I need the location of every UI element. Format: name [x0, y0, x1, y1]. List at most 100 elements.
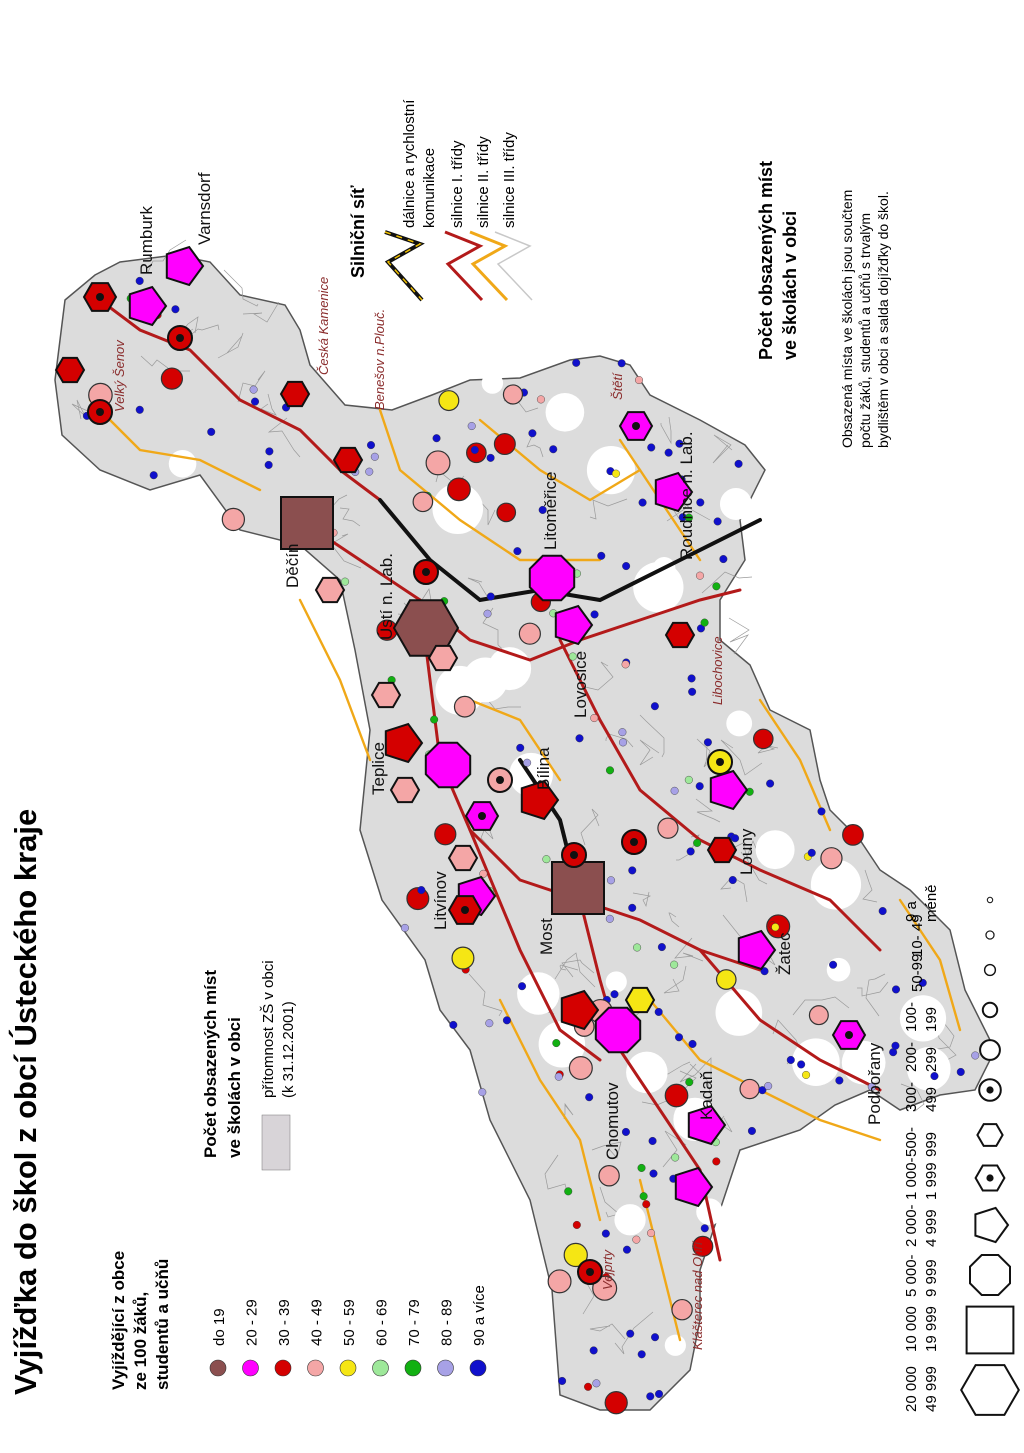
town-label-varnsdorf: Varnsdorf	[195, 172, 214, 245]
town-symbol	[370, 681, 402, 709]
municipality-boundary	[639, 739, 660, 766]
legend-places-symbol	[985, 930, 995, 940]
no-school-area	[664, 1334, 686, 1356]
municipality-dot	[802, 1070, 811, 1079]
no-school-area	[626, 1051, 668, 1094]
municipality-boundary	[554, 952, 596, 988]
municipality-dot	[618, 738, 627, 747]
town-label-teplice: Teplice	[369, 742, 388, 795]
municipality-dot	[538, 505, 547, 514]
municipality-dot	[684, 775, 693, 784]
town-symbol	[128, 285, 168, 327]
legend-places-label: 4 999	[923, 1209, 940, 1247]
legend-presence-heading-1: Počet obsazených míst	[201, 970, 220, 1158]
municipality-dot	[820, 847, 843, 870]
municipality-boundary	[526, 435, 544, 458]
town-label-podborany: Podbořany	[865, 1042, 884, 1125]
region-map: Rumburk Varnsdorf Děčín Ústí n. Lab. Lit…	[54, 172, 996, 1415]
municipality-dot	[467, 422, 476, 431]
municipality-dot	[760, 967, 769, 976]
legend-presence-swatch	[261, 1114, 291, 1171]
municipality-dot	[249, 385, 258, 394]
municipality-dot	[449, 1020, 458, 1029]
municipality-dot	[675, 439, 684, 448]
town-symbol	[54, 356, 86, 384]
municipality-dot	[518, 982, 527, 991]
legend-roads: Silniční síť dálnice a rychlostní komuni…	[348, 99, 533, 302]
no-school-area	[633, 562, 684, 613]
legend-places-symbol	[986, 896, 994, 904]
municipality-dot	[695, 571, 704, 580]
municipality-boundary	[223, 269, 259, 307]
no-school-area	[545, 392, 585, 432]
municipality-boundary	[267, 417, 301, 458]
legend-places: Počet obsazených míst ve školách v obci …	[756, 161, 1020, 1416]
municipality-dot	[502, 384, 524, 405]
municipality-dot	[221, 507, 246, 532]
municipality-dot	[731, 834, 740, 843]
symbol-center-dot	[845, 1031, 853, 1039]
municipality-dot	[674, 1033, 683, 1042]
municipality-boundary	[559, 964, 579, 971]
legend-commute-label: 20 - 29	[244, 1299, 261, 1346]
municipality-boundary	[668, 912, 680, 928]
town-label-vejprty: Vejprty	[600, 1249, 615, 1290]
legend-road-motorway	[384, 230, 425, 302]
municipality-boundary	[712, 434, 733, 464]
municipality-dot	[605, 914, 614, 923]
municipality-dot	[432, 434, 441, 443]
legend-places-label: 10 000	[903, 1306, 920, 1352]
municipality-dot	[971, 1051, 980, 1060]
municipality-dot	[654, 1007, 663, 1016]
legend-places-label: 50-99	[909, 954, 926, 992]
legend-places-heading-1: Počet obsazených míst	[756, 161, 776, 360]
legend-places-label: 1 000-	[903, 1157, 920, 1200]
municipality-boundary	[734, 842, 768, 885]
legend-road-class2-label: silnice II. třídy	[475, 136, 492, 228]
legend-places-label: 500-	[903, 1127, 920, 1157]
town-symbol	[528, 554, 576, 602]
municipality-boundary	[660, 416, 672, 445]
municipality-dot	[829, 960, 838, 969]
municipality-dot	[400, 923, 409, 932]
municipality-dot	[135, 405, 144, 414]
municipality-dot	[434, 823, 457, 846]
no-school-area	[906, 1047, 951, 1091]
municipality-dot	[687, 674, 696, 683]
municipality-dot	[558, 1376, 567, 1385]
municipality-boundary	[147, 239, 187, 273]
road-class2	[758, 698, 832, 832]
town-label-roudnice: Roudnice n. Lab.	[677, 431, 696, 560]
no-school-area	[826, 957, 851, 982]
road-motorway	[378, 498, 762, 603]
municipality-boundary	[468, 973, 503, 1017]
symbol-center-dot	[716, 758, 724, 766]
municipality-dot	[695, 782, 704, 791]
road-class2	[468, 698, 562, 782]
legend-places-note-3: bydlištěm v obci a salda dojížďky do ško…	[875, 191, 891, 448]
symbol-center-dot	[96, 293, 104, 301]
legend-road-class3-label: silnice III. třídy	[501, 132, 518, 228]
symbol-center-dot	[461, 906, 469, 914]
legend-commute-label: 30 - 39	[276, 1299, 293, 1346]
municipality-dot	[575, 734, 584, 743]
no-school-area	[715, 989, 763, 1036]
municipality-boundary	[544, 1154, 569, 1196]
town-symbol	[554, 604, 594, 646]
municipality-dot	[637, 1350, 646, 1359]
municipality-dot	[655, 1389, 664, 1398]
road-class2	[898, 898, 962, 1032]
municipality-dot	[611, 469, 620, 478]
legend-places-label: 5 000-	[903, 1254, 920, 1297]
no-school-area	[168, 449, 197, 478]
legend-road-class1	[444, 230, 484, 302]
no-school-area	[481, 372, 504, 394]
no-school-area	[538, 1020, 586, 1068]
municipality-boundary	[580, 808, 600, 846]
legend-places-label: 20 000	[903, 1366, 920, 1412]
legend-places-label: 299	[923, 1047, 940, 1072]
town-symbol	[165, 245, 205, 287]
road-class2	[298, 598, 372, 762]
legend-places-symbol	[974, 1206, 1010, 1244]
municipality-dot	[891, 1041, 900, 1050]
